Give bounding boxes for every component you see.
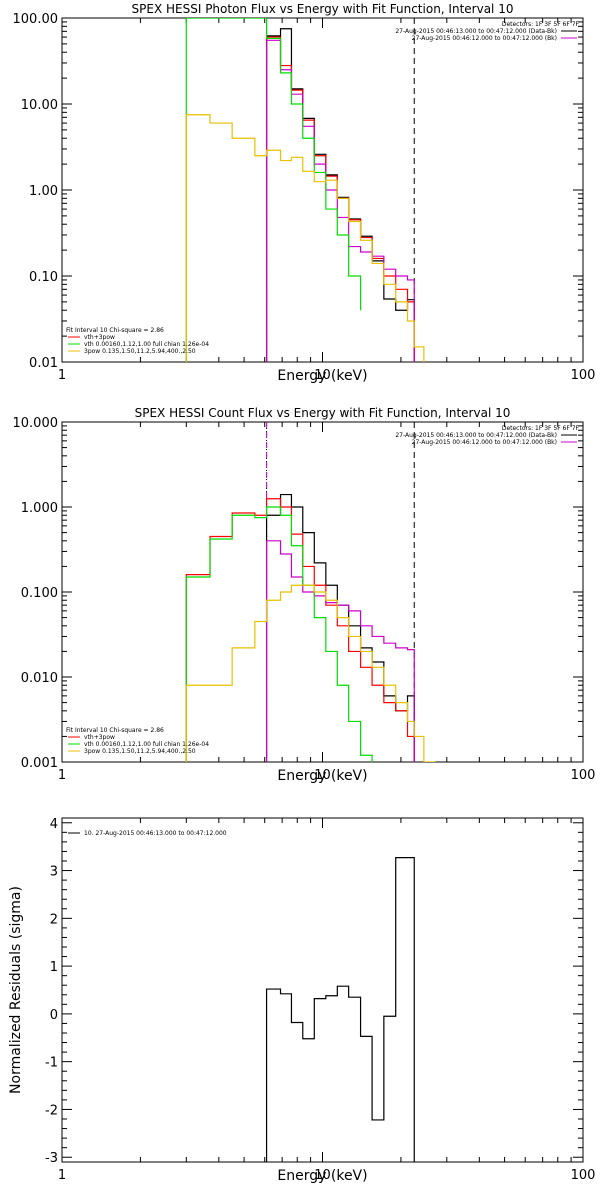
y-tick-label: 0.010 [21, 671, 58, 686]
x-axis-label: Energy (keV) [277, 768, 367, 784]
y-tick-label: 0 [50, 1008, 58, 1023]
series-line-data [265, 28, 415, 362]
legend-text: 3pow 0.135,1.50,11.2,5.94,400.,2.50 [84, 748, 196, 755]
series-line-vth-3pow [185, 498, 415, 762]
x-ticks: 1 10 100 [58, 422, 596, 783]
legend-text: 3pow 0.135,1.50,11.2,5.94,400.,2.50 [84, 348, 196, 355]
legend-text: Fit Interval 10 Chi-square = 2.86 [66, 727, 164, 734]
y-tick-label: 4 [50, 817, 58, 832]
legend-text: vth+3pow [84, 334, 115, 341]
y-tick-label: 10.00 [21, 98, 58, 113]
series-line-3pow [185, 584, 436, 762]
series-group [265, 857, 415, 1162]
y-tick-label: -1 [45, 1056, 58, 1071]
series-line-data [265, 493, 415, 762]
y-tick-label: 0.01 [29, 356, 58, 371]
y-tick-label: 0.100 [21, 586, 58, 601]
legend-text: 27-Aug-2015 00:46:13.000 to 00:47:12.000… [395, 432, 557, 439]
y-ticks: 100.00 10.00 1.00 0.10 0.01 [13, 12, 583, 371]
legend-text: vth 0.00160,1.12,1.00 full chian 1.26e-0… [84, 341, 209, 348]
series-line-vth-3pow [265, 36, 415, 362]
plot-frame [61, 817, 584, 1163]
x-tick-label: 1 [58, 768, 66, 783]
chart-panel-1: SPEX HESSI Photon Flux vs Energy with Fi… [13, 2, 596, 384]
y-ticks: 10.000 1.000 0.100 0.010 0.001 [13, 416, 583, 771]
series-line-bk [265, 540, 415, 762]
series-line-3pow [185, 114, 425, 362]
x-tick-label: 10 [314, 1168, 331, 1183]
chart-panel-2: SPEX HESSI Count Flux vs Energy with Fit… [13, 406, 596, 784]
y-tick-label: -3 [45, 1151, 58, 1166]
legend-text: 27-Aug-2015 00:46:13.000 to 00:47:12.000… [395, 28, 557, 35]
series-line-vth [185, 18, 362, 362]
x-tick-label: 1 [58, 368, 66, 383]
x-axis-label: Energy (keV) [277, 368, 367, 384]
y-axis-label: Normalized Residuals (sigma) [8, 886, 24, 1094]
y-tick-label: 1.000 [21, 501, 58, 516]
x-tick-label: 100 [571, 368, 596, 383]
chart-title: SPEX HESSI Photon Flux vs Energy with Fi… [132, 2, 514, 16]
plot-frame [61, 17, 584, 363]
y-tick-label: 2 [50, 912, 58, 927]
y-tick-label: 10.000 [13, 416, 59, 431]
x-ticks: 1 10 100 [58, 818, 596, 1183]
x-tick-label: 10 [314, 368, 331, 383]
series-line-vth [185, 506, 373, 762]
x-tick-label: 1 [58, 1168, 66, 1183]
x-tick-label: 100 [571, 768, 596, 783]
series-line-bk [265, 39, 415, 362]
y-tick-label: 0.001 [21, 756, 58, 771]
legend-text: vth 0.00160,1.12,1.00 full chian 1.26e-0… [84, 741, 209, 748]
chart-panel-3: Energy (keV) Normalized Residuals (sigma)… [8, 817, 595, 1184]
series-line-10-27-aug-2015-00-46-13-000-to-00-47-12-000 [265, 857, 415, 1162]
y-tick-label: 1.00 [29, 184, 58, 199]
y-tick-label: -2 [45, 1103, 58, 1118]
legend-text: 27-Aug-2015 00:46:12.000 to 00:47:12.000… [412, 35, 557, 42]
legend-text: Fit Interval 10 Chi-square = 2.86 [66, 327, 164, 334]
y-tick-label: 1 [50, 960, 58, 975]
x-tick-label: 100 [571, 1168, 596, 1183]
y-ticks: 4 3 2 1 0 -1 -2 -3 [45, 817, 583, 1166]
y-tick-label: 100.00 [13, 12, 59, 27]
plot-frame [61, 421, 584, 763]
legend-text: 10. 27-Aug-2015 00:46:13.000 to 00:47:12… [84, 830, 227, 837]
x-tick-label: 10 [314, 768, 331, 783]
y-tick-label: 3 [50, 865, 58, 880]
legend-text: Detectors: 1F 3F 5F 6F 7F [502, 425, 580, 432]
series-group [185, 493, 436, 762]
y-tick-label: 0.10 [29, 270, 58, 285]
series-group [185, 18, 425, 362]
x-axis-label: Energy (keV) [277, 1168, 367, 1184]
legend-text: 27-Aug-2015 00:46:12.000 to 00:47:12.000… [412, 439, 557, 446]
legend-text: vth+3pow [84, 734, 115, 741]
chart-title: SPEX HESSI Count Flux vs Energy with Fit… [135, 406, 511, 420]
legend-text: Detectors: 1F 3F 5F 6F 7F [502, 21, 580, 28]
